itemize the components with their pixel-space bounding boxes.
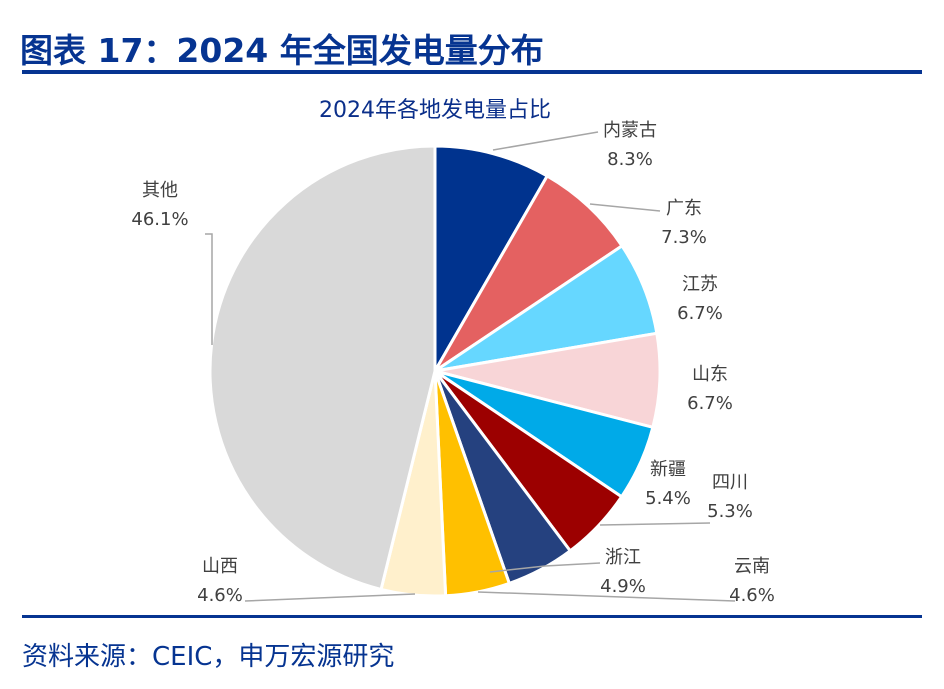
- slice-label: 山西: [202, 556, 238, 577]
- source-note: 资料来源：CEIC，申万宏源研究: [22, 642, 395, 672]
- pie-slice-0: [433, 144, 549, 373]
- slice-value-label: 5.3%: [707, 501, 753, 522]
- slice-value-label: 7.3%: [661, 227, 707, 248]
- title-divider: [22, 70, 922, 74]
- slice-label: 四川: [712, 472, 748, 493]
- leader-line: [492, 131, 599, 151]
- slice-label: 云南: [734, 556, 770, 577]
- leader-line: [477, 591, 736, 602]
- slice-label: 新疆: [650, 459, 686, 480]
- slice-value-label: 46.1%: [131, 209, 188, 230]
- slice-value-label: 8.3%: [607, 149, 653, 170]
- slice-value-label: 6.7%: [677, 303, 723, 324]
- footer-divider: [22, 615, 922, 618]
- leader-line: [205, 233, 213, 345]
- leader-line: [589, 203, 661, 212]
- slice-label: 浙江: [605, 547, 641, 568]
- pie-slice-1: [433, 174, 624, 373]
- chart-title: 2024年各地发电量占比: [319, 98, 551, 123]
- leader-line: [244, 593, 416, 602]
- leader-line: [489, 562, 601, 573]
- slice-label: 其他: [142, 180, 178, 201]
- slice-value-label: 5.4%: [645, 488, 691, 509]
- slice-label: 山东: [692, 364, 728, 385]
- slice-label: 广东: [666, 198, 702, 219]
- slice-value-label: 4.9%: [600, 576, 646, 597]
- slice-value-label: 6.7%: [687, 393, 733, 414]
- slice-value-label: 4.6%: [729, 585, 775, 606]
- leader-line: [599, 522, 711, 526]
- figure-title: 图表 17：2024 年全国发电量分布: [20, 31, 544, 70]
- slice-label: 内蒙古: [603, 120, 657, 141]
- slice-label: 江苏: [682, 274, 718, 295]
- slice-value-label: 4.6%: [197, 585, 243, 606]
